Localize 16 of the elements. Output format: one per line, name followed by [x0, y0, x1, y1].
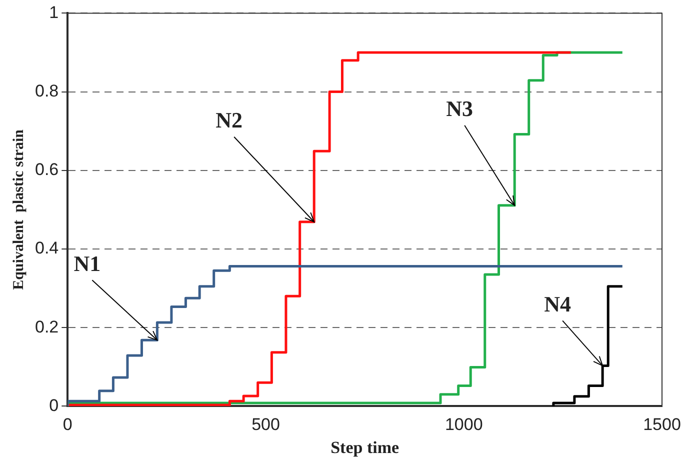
y-tick-label: 0	[49, 396, 59, 415]
x-tick-label: 1500	[643, 415, 681, 434]
annotation: N1	[74, 250, 101, 276]
y-tick-label: 0.6	[34, 160, 59, 180]
y-axis-title: Equivalent plastic strain	[10, 128, 27, 290]
annotation: N3	[446, 96, 474, 122]
y-tick-label: 0.4	[34, 238, 59, 258]
annotation: N4	[544, 291, 572, 316]
y-tick-label: 1	[49, 2, 59, 22]
x-axis-title: Step time	[330, 438, 400, 458]
y-tick-label: 0.8	[34, 81, 59, 100]
y-tick-label: 0.2	[34, 317, 59, 336]
annotation: N2	[216, 108, 243, 133]
x-tick-label: 1000	[444, 415, 483, 434]
x-tick-label: 0	[62, 415, 72, 434]
x-tick-label: 500	[252, 415, 280, 434]
